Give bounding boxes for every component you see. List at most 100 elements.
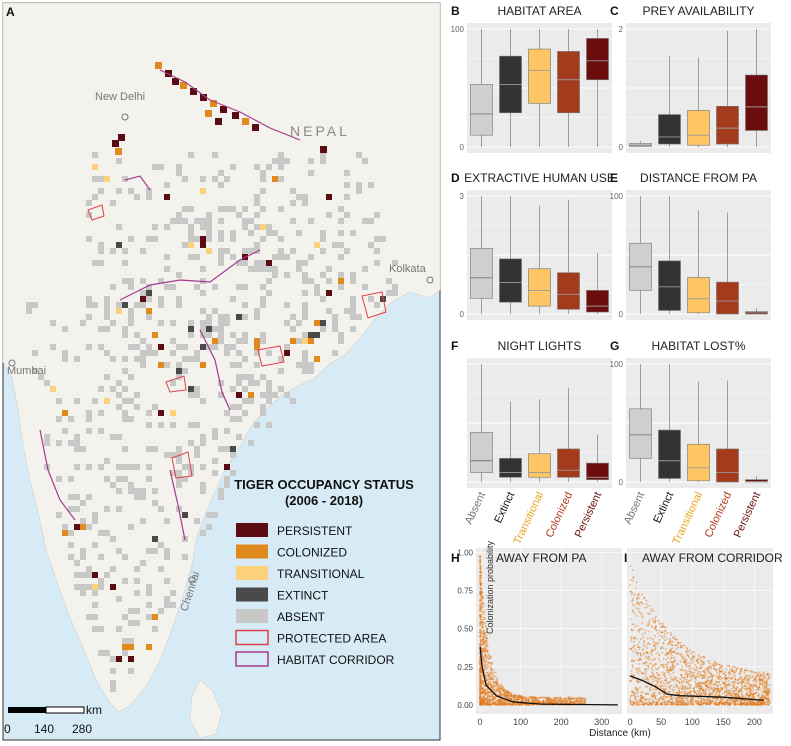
data-point: [636, 671, 639, 674]
data-point: [724, 671, 727, 673]
data-point: [643, 644, 645, 647]
occupancy-cell: [200, 440, 206, 446]
category-label-persistent: Persistent: [573, 490, 605, 539]
occupancy-cell: [122, 386, 128, 392]
data-point: [699, 697, 702, 700]
data-point: [725, 693, 728, 695]
data-point: [698, 703, 700, 706]
occupancy-cell: [122, 410, 128, 416]
data-point: [676, 643, 679, 646]
occupancy-cell: [320, 146, 327, 153]
data-point: [665, 658, 667, 661]
occupancy-cell: [272, 266, 278, 272]
data-point: [702, 662, 705, 664]
data-point: [761, 683, 764, 686]
y-tick-label: 100: [451, 25, 465, 34]
data-point: [728, 690, 730, 692]
data-point: [733, 698, 736, 701]
data-point: [693, 675, 696, 677]
data-point: [484, 625, 487, 627]
data-point: [660, 677, 663, 680]
data-point: [728, 703, 730, 706]
data-point: [689, 679, 691, 682]
occupancy-cell: [188, 386, 194, 392]
occupancy-cell: [326, 290, 332, 296]
data-point: [646, 606, 649, 608]
data-point: [691, 671, 694, 673]
data-point: [746, 689, 748, 692]
occupancy-cell: [170, 602, 176, 608]
data-point: [694, 677, 696, 679]
occupancy-cell: [308, 332, 314, 338]
data-point: [664, 630, 667, 633]
occupancy-cell: [104, 374, 110, 380]
occupancy-cell: [200, 362, 206, 368]
occupancy-cell: [86, 572, 92, 578]
data-point: [721, 671, 723, 673]
occupancy-cell: [176, 368, 182, 374]
data-point: [503, 701, 506, 703]
data-point: [479, 670, 481, 673]
occupancy-cell: [260, 236, 266, 242]
occupancy-cell: [338, 242, 344, 248]
data-point: [500, 700, 503, 702]
occupancy-cell: [218, 326, 224, 332]
data-point: [696, 686, 699, 689]
occupancy-cell: [110, 386, 116, 392]
panel-title: DISTANCE FROM PA: [640, 171, 757, 185]
data-point: [675, 699, 678, 702]
data-point: [656, 674, 659, 677]
data-point: [483, 613, 486, 615]
data-point: [550, 697, 552, 700]
data-point: [680, 682, 683, 685]
data-point: [751, 683, 753, 686]
data-point: [512, 696, 515, 699]
occupancy-cell: [146, 188, 152, 194]
data-point: [483, 616, 485, 619]
data-point: [732, 700, 735, 703]
occupancy-cell: [146, 584, 152, 590]
data-point: [584, 699, 587, 702]
data-point: [763, 672, 765, 675]
data-point: [754, 681, 756, 683]
data-point: [479, 600, 481, 602]
legend-label-extinct: EXTINCT: [277, 589, 329, 603]
data-point: [741, 693, 743, 696]
occupancy-cell: [158, 410, 164, 416]
data-point: [666, 632, 669, 634]
occupancy-cell: [224, 320, 230, 326]
occupancy-cell: [116, 404, 122, 410]
data-point: [763, 695, 766, 697]
data-point: [494, 690, 497, 692]
panel-title: EXTRACTIVE HUMAN USE: [464, 171, 615, 185]
data-point: [489, 685, 492, 687]
data-point: [679, 669, 682, 672]
data-point: [525, 700, 527, 703]
data-point: [572, 697, 575, 700]
data-point: [736, 686, 739, 689]
data-point: [654, 697, 656, 699]
data-point: [495, 703, 498, 706]
occupancy-cell: [158, 566, 164, 572]
data-point: [710, 673, 712, 676]
occupancy-cell: [98, 344, 104, 350]
data-point: [640, 654, 642, 657]
data-point: [725, 680, 728, 683]
data-point: [745, 693, 748, 696]
box-persistent: [586, 38, 609, 81]
occupancy-cell: [140, 356, 146, 362]
data-point: [694, 681, 697, 683]
data-point: [486, 651, 489, 654]
data-point: [640, 699, 643, 702]
data-point: [735, 670, 738, 672]
data-point: [657, 703, 660, 706]
data-point: [707, 676, 710, 679]
box-extinct: [658, 260, 681, 311]
occupancy-cell: [44, 440, 50, 446]
data-point: [531, 700, 533, 703]
data-point: [663, 683, 666, 685]
data-point: [748, 685, 751, 688]
data-point: [675, 702, 678, 705]
data-point: [680, 699, 682, 702]
